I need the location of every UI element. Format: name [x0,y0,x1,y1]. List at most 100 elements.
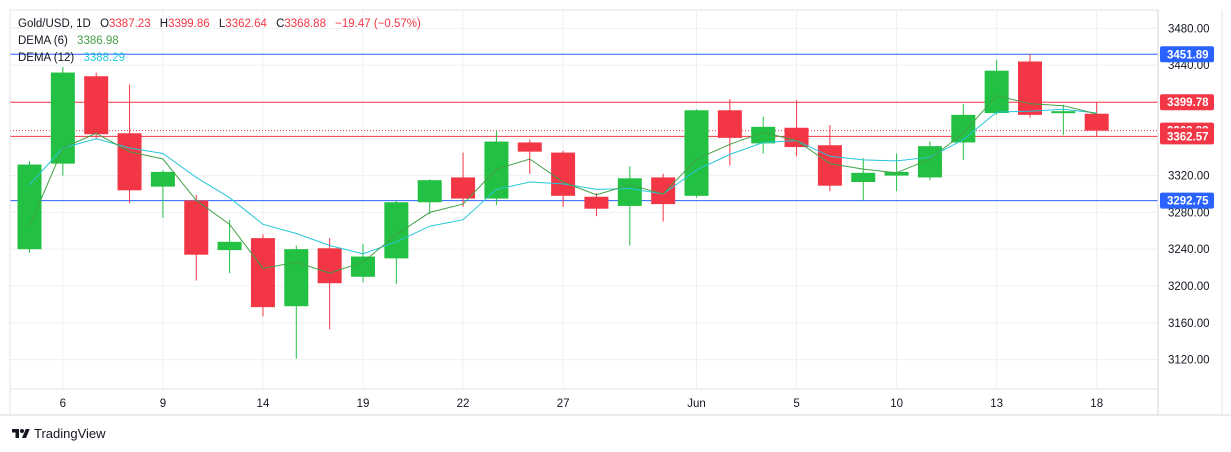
candle [584,193,609,217]
high-label: H [159,18,169,30]
candle-body [951,114,976,143]
price-badge-label: 3399.78 [1167,97,1209,109]
change-value: −19.47 (−0.57%) [335,18,421,30]
candle [1051,104,1076,136]
candle-body [684,110,709,196]
dema12-line [29,108,1097,255]
candle [351,243,375,283]
x-tick-label: 14 [257,398,270,410]
candle-body [250,238,275,308]
candle [651,173,676,222]
x-tick-label: 9 [160,398,166,410]
low-label: L [218,18,226,30]
x-tick-label: 5 [793,398,799,410]
candle [784,100,809,157]
candle [217,219,242,274]
ohlc-row: Gold/USD, 1D O3387.23 H3399.86 L3362.64 … [18,16,421,33]
candle [117,84,142,204]
candle-body [851,172,876,183]
candle-body [617,178,642,206]
dema12-row[interactable]: DEMA (12) 3388.29 [18,50,421,67]
price-badge [1160,192,1214,209]
tradingview-branding[interactable]: TradingView [11,426,106,441]
y-tick-label: 3240.00 [1168,244,1210,256]
open-label: O [100,18,110,30]
horizontal-lines [10,53,1158,202]
candle-body [551,152,576,196]
price-badge-label: 3451.89 [1167,49,1209,61]
price-badge-label: 3292.75 [1167,196,1209,208]
y-tick-label: 3120.00 [1168,355,1210,367]
x-tick-label: 6 [60,398,66,410]
candle-body [784,127,809,148]
candle-body [517,142,542,152]
high-value: 3399.86 [168,18,210,30]
candle-body [817,145,842,186]
candle [250,234,275,317]
candle [484,130,509,206]
price-badge [1160,94,1214,111]
candle [284,245,309,359]
x-tick-label: 27 [557,398,570,410]
candles[interactable] [17,54,1109,359]
candle-body [84,76,109,135]
candle-body [284,249,309,307]
candle-body [1051,111,1076,114]
candle-body [351,256,375,277]
y-tick-label: 3440.00 [1168,60,1210,72]
moving-averages [29,95,1097,274]
candle-body [651,177,676,205]
candle-body [184,200,209,255]
candle-body [717,110,742,138]
brand-name: TradingView [34,426,106,441]
dema6-row[interactable]: DEMA (6) 3386.98 [18,33,421,50]
x-tick-label: 10 [890,398,903,410]
y-tick-label: 3160.00 [1168,318,1210,330]
x-tick-label: 22 [457,398,470,410]
candle-body [917,146,942,178]
candle [684,109,709,198]
tradingview-logo-icon [12,428,30,438]
candle-body [217,241,242,251]
candle-body [1084,113,1109,131]
low-value: 3362.64 [225,18,267,30]
close-value: 3368.88 [284,18,326,30]
price-badge [1160,46,1214,63]
price-badge-label: 3362.57 [1167,131,1209,143]
candle-body [417,180,442,203]
candle-body [1018,61,1042,115]
x-tick-label: 19 [357,398,370,410]
candle-body [117,133,142,191]
candle [384,200,409,285]
candle [84,72,109,139]
y-tick-label: 3280.00 [1168,207,1210,219]
candle-body [884,171,909,176]
x-tick-label: 13 [990,398,1003,410]
price-badge [1160,128,1214,145]
candle [50,67,75,176]
chart-legend: Gold/USD, 1D O3387.23 H3399.86 L3362.64 … [18,16,421,67]
candle-body [984,70,1009,114]
dema6-line [29,95,1097,274]
candle-body [50,72,75,164]
candle [551,150,576,207]
y-tick-label: 3200.00 [1168,281,1210,293]
candle-body [384,202,409,259]
close-label: C [276,18,285,30]
x-tick-label: 18 [1090,398,1103,410]
candle [617,166,642,246]
candle [317,238,342,330]
open-value: 3387.23 [109,18,151,30]
dema6-value: 3386.98 [77,35,119,47]
candle [817,124,842,192]
candle [1084,102,1109,137]
candle [751,116,776,154]
dema6-label: DEMA (6) [18,35,68,47]
y-tick-label: 3480.00 [1168,23,1210,35]
y-tick-label: 3320.00 [1168,171,1210,183]
candle [451,152,476,207]
candle-body [150,171,175,187]
candle [1018,54,1042,118]
